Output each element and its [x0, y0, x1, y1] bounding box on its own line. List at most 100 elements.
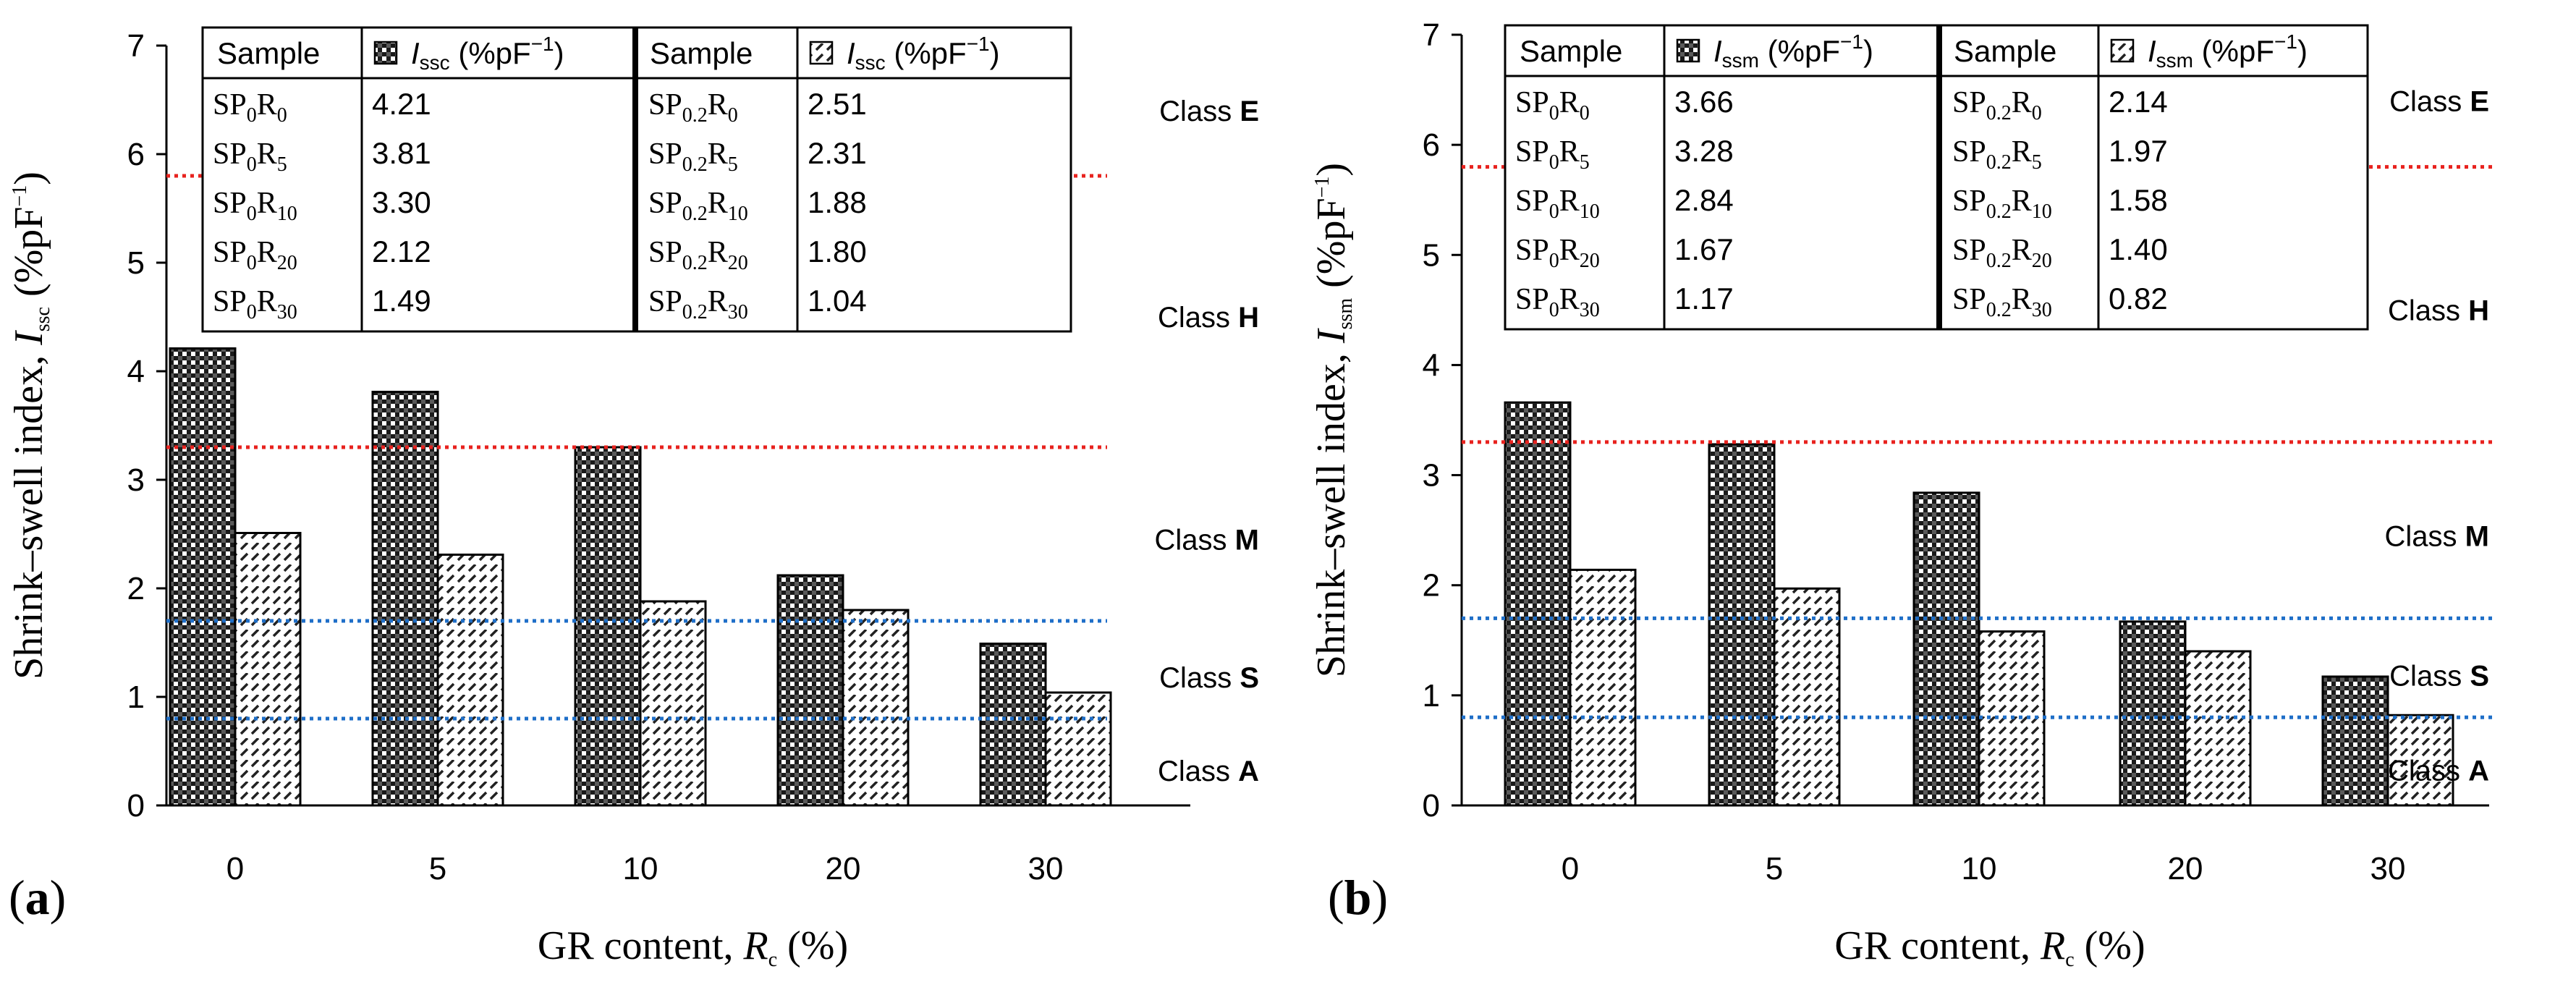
y-axis-label: Shrink–swell index, Issm (%pF−1) — [1309, 163, 1357, 677]
y-tick-label: 5 — [127, 245, 145, 281]
table-cell-sample: SP0.2R0 — [1952, 86, 2042, 124]
table-cell-value: 1.58 — [2109, 183, 2168, 217]
x-tick-label: 5 — [429, 851, 446, 886]
legend-swatch-checker — [1676, 38, 1700, 63]
bar-sp02-30 — [1044, 691, 1112, 807]
table-cell-value: 1.17 — [1674, 282, 1734, 316]
legend-label: Issc (%pF−1) — [847, 33, 1000, 74]
data-table: Sample Sample Issm (%pF−1) Issm (%pF−1) SP0R… — [1504, 24, 2369, 331]
legend-swatch-dash — [2110, 38, 2135, 63]
bar-sp0-0 — [1504, 401, 1572, 807]
table-cell-sample: SP0.2R10 — [1952, 185, 2052, 223]
table-cell-value: 1.80 — [808, 234, 867, 268]
legend-label: Issm (%pF−1) — [2148, 30, 2308, 72]
table-cell-value: 1.97 — [2109, 134, 2168, 168]
bar-sp02-5 — [436, 554, 504, 807]
class-label-M: Class M — [1155, 525, 1259, 556]
chart-panel-b: 0 1 2 3 4 5 6 7 0 5 10 20 30 Class E Class H Class M Cla… — [1309, 17, 2496, 971]
y-tick-label: 3 — [127, 462, 145, 498]
table-cell-sample: SP0.2R30 — [648, 285, 748, 323]
y-tick-label: 6 — [127, 137, 145, 172]
x-tick-label: 10 — [1962, 851, 1997, 886]
table-cell-value: 1.67 — [1674, 232, 1734, 266]
table-cell-value: 3.30 — [372, 185, 431, 219]
chart-panel-a: 0 1 2 3 4 5 6 7 0 5 10 20 30 Class E Class H Class M Cla… — [7, 26, 1259, 971]
x-axis-label: GR content, Rc (%) — [538, 923, 848, 971]
bar-sp02-10 — [639, 600, 707, 807]
bar-sp02-30 — [2386, 714, 2454, 807]
table-cell-sample: SP0R5 — [213, 137, 287, 176]
table-cell-value: 2.14 — [2109, 85, 2168, 119]
bar-sp02-20 — [842, 609, 910, 807]
table-cell-sample: SP0R30 — [213, 285, 297, 323]
table-cell-value: 0.82 — [2109, 282, 2168, 316]
legend-swatch-checker — [373, 41, 398, 65]
table-cell-sample: SP0R0 — [1515, 86, 1590, 124]
bar-sp0-20 — [776, 574, 844, 807]
table-cell-value: 1.49 — [372, 284, 431, 318]
table-cell-value: 3.81 — [372, 136, 431, 170]
table-cell-sample: SP0.2R5 — [648, 137, 738, 176]
table-header-sample: Sample — [1520, 34, 1622, 68]
table-cell-value: 3.66 — [1674, 85, 1734, 119]
y-tick-label: 2 — [1423, 568, 1440, 604]
y-tick-label: 0 — [127, 788, 145, 824]
panel-label: (b) — [1328, 870, 1388, 925]
legend-swatch-dash — [809, 41, 834, 65]
table-header-sample: Sample — [1954, 34, 2056, 68]
y-tick-label: 4 — [127, 354, 145, 389]
table-header-sample: Sample — [650, 36, 753, 70]
class-label-H: Class H — [2388, 295, 2489, 326]
y-tick-label: 2 — [127, 571, 145, 606]
y-tick-label: 3 — [1423, 458, 1440, 494]
table-cell-sample: SP0R30 — [1515, 283, 1600, 321]
class-label-E: Class E — [1159, 96, 1259, 127]
y-tick-label: 0 — [1423, 788, 1440, 824]
bar-sp02-0 — [1569, 568, 1637, 807]
x-tick-label: 30 — [1028, 851, 1064, 886]
table-header-sample: Sample — [217, 36, 320, 70]
legend-label: Issm (%pF−1) — [1713, 30, 1873, 72]
y-tick-label: 7 — [1423, 17, 1440, 53]
bar-sp02-5 — [1773, 587, 1841, 807]
bar-sp02-20 — [2184, 650, 2252, 807]
y-tick-label: 7 — [127, 28, 145, 64]
table-cell-sample: SP0.2R30 — [1952, 283, 2052, 321]
table-cell-sample: SP0R10 — [1515, 185, 1600, 223]
table-cell-value: 1.04 — [808, 284, 867, 318]
class-label-M: Class M — [2385, 520, 2489, 552]
table-cell-value: 2.12 — [372, 234, 431, 268]
table-cell-value: 2.31 — [808, 136, 867, 170]
table-cell-sample: SP0.2R0 — [648, 88, 738, 127]
x-tick-label: 20 — [826, 851, 861, 886]
table-cell-value: 4.21 — [372, 87, 431, 121]
table-cell-sample: SP0.2R20 — [648, 236, 748, 274]
table-cell-value: 1.88 — [808, 185, 867, 219]
y-tick-label: 6 — [1423, 127, 1440, 163]
bar-sp0-5 — [371, 391, 439, 807]
table-cell-value: 2.51 — [808, 87, 867, 121]
x-tick-label: 20 — [2168, 851, 2203, 886]
bar-sp0-30 — [2321, 675, 2389, 807]
class-label-A: Class A — [1158, 755, 1259, 787]
table-cell-sample: SP0R20 — [1515, 234, 1600, 272]
y-tick-label: 5 — [1423, 237, 1440, 273]
bar-sp0-30 — [979, 643, 1047, 807]
legend-label: Issc (%pF−1) — [411, 33, 564, 74]
bar-sp0-0 — [169, 347, 237, 807]
class-label-E: Class E — [2389, 85, 2489, 117]
class-label-S: Class S — [1159, 662, 1259, 694]
bar-sp02-0 — [234, 532, 302, 807]
y-tick-label: 1 — [127, 680, 145, 715]
table-cell-value: 2.84 — [1674, 183, 1734, 217]
table-cell-sample: SP0R20 — [213, 236, 297, 274]
x-tick-label: 0 — [226, 851, 244, 886]
table-cell-sample: SP0.2R5 — [1952, 135, 2042, 174]
table-cell-sample: SP0.2R10 — [648, 187, 748, 225]
x-axis-label: GR content, Rc (%) — [1834, 923, 2145, 971]
table-cell-sample: SP0R10 — [213, 187, 297, 225]
x-tick-label: 30 — [2370, 851, 2406, 886]
class-label-H: Class H — [1158, 302, 1259, 334]
y-axis-label: Shrink–swell index, Issc (%pF−1) — [7, 172, 54, 680]
